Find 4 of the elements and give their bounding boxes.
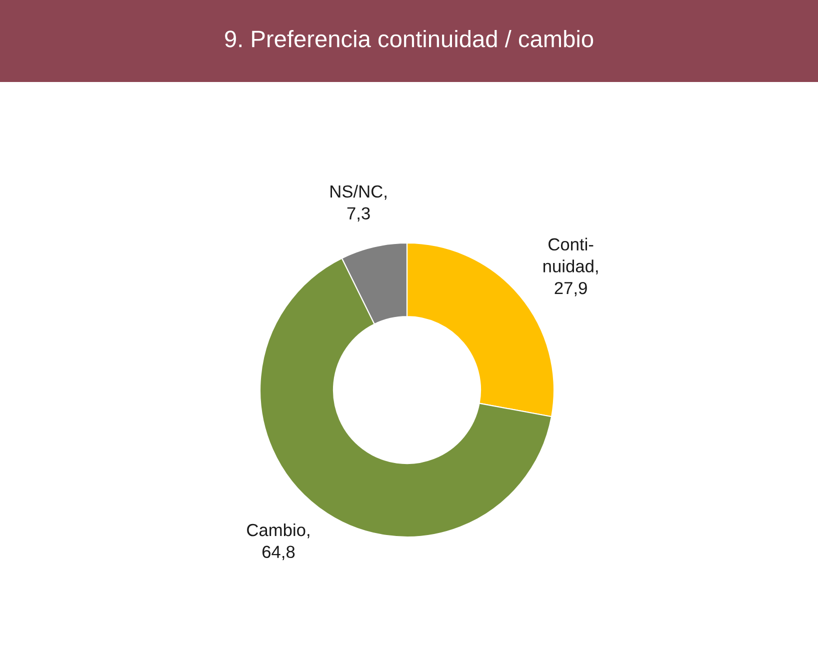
data-label: NS/NC, 7,3 — [330, 184, 386, 222]
chart-title: 9. Preferencia continuidad / cambio — [225, 30, 594, 48]
data-label: Conti- nuidad, 27,9 — [543, 238, 598, 296]
data-label: Cambio, 64,8 — [247, 523, 310, 560]
